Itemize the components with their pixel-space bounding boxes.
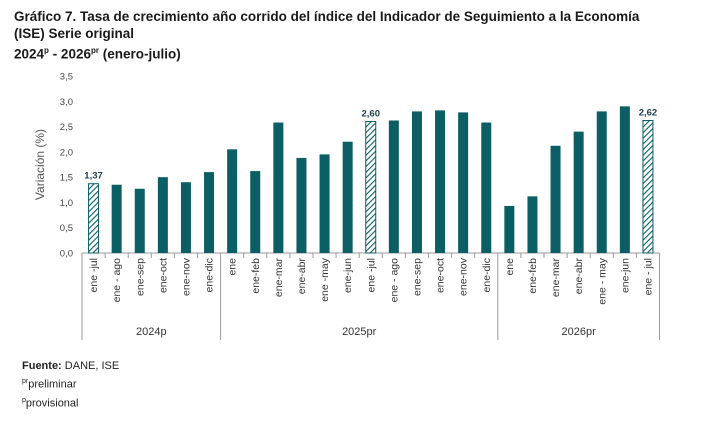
y-tick-label: 1,0: [60, 198, 73, 209]
source-notes: Fuente: DANE, ISE prpreliminar pprovisio…: [22, 358, 119, 411]
x-tick-label: ene-sep: [134, 258, 146, 296]
y-tick-label: 0,0: [60, 249, 73, 260]
group-label: 2024p: [136, 326, 167, 338]
bar: [342, 141, 353, 253]
data-label: 2,60: [362, 109, 381, 120]
note-provisional: pprovisional: [22, 396, 79, 410]
group-label: 2026pr: [562, 326, 597, 338]
x-tick-label: ene -jul: [365, 258, 377, 292]
bar-highlighted: [642, 120, 654, 254]
data-label: 2,62: [639, 108, 658, 119]
title-line-3: 2024p - 2026pr (enero-julio): [14, 46, 181, 62]
x-tick-label: ene-feb: [250, 258, 262, 294]
x-tick-label: ene -jul: [88, 258, 100, 292]
x-tick-label: ene - may: [596, 257, 608, 304]
x-tick-label: ene-mar: [550, 258, 562, 298]
x-tick-label: ene - jul: [642, 258, 654, 295]
bar-highlighted: [88, 183, 100, 254]
y-tick-label: 2,5: [60, 122, 73, 133]
y-tick-label: 3,0: [60, 97, 73, 108]
x-tick-label: ene-mar: [273, 258, 285, 298]
y-tick-label: 3,5: [60, 72, 73, 83]
chart-title: Gráfico 7. Tasa de crecimiento año corri…: [14, 8, 704, 63]
bar: [550, 145, 561, 253]
bar-highlighted: [365, 121, 377, 254]
bar: [111, 184, 122, 253]
y-tick-label: 1,5: [60, 173, 73, 184]
bar: [157, 177, 168, 253]
y-tick-label: 0,5: [60, 223, 73, 234]
data-label: 1,37: [84, 171, 103, 182]
bar: [134, 188, 145, 253]
x-tick-label: ene-oct: [157, 258, 169, 293]
title-line-1: Gráfico 7. Tasa de crecimiento año corri…: [14, 9, 640, 24]
x-tick-label: ene - ago: [111, 258, 123, 303]
x-tick-label: ene -may: [319, 257, 331, 302]
bar: [435, 110, 446, 253]
bar: [458, 112, 469, 253]
bar: [481, 122, 492, 253]
x-tick-label: ene-sep: [411, 258, 423, 296]
x-tick-label: ene-abr: [573, 258, 585, 295]
bar: [273, 122, 284, 253]
bar: [319, 154, 330, 253]
x-tick-label: ene-jun: [342, 258, 354, 293]
bar: [596, 111, 607, 254]
y-axis-label: Variación (%): [33, 129, 47, 200]
bar: [180, 182, 191, 253]
bar: [527, 196, 538, 253]
title-line-2: (ISE) Serie original: [14, 26, 135, 41]
y-tick-label: 2,0: [60, 147, 73, 158]
x-tick-label: ene-oct: [435, 258, 447, 293]
x-tick-label: ene-nov: [180, 257, 192, 296]
x-tick-label: ene: [504, 258, 516, 276]
bar: [296, 157, 307, 253]
x-tick-label: ene-dic: [204, 258, 216, 292]
x-tick-label: ene-feb: [527, 258, 539, 294]
bar: [573, 131, 584, 253]
group-label: 2025pr: [342, 326, 377, 338]
x-tick-label: ene-jun: [619, 258, 631, 293]
bar: [411, 111, 422, 254]
bar: [504, 205, 515, 253]
bar: [619, 106, 630, 253]
bar: [388, 120, 399, 253]
x-tick-label: ene-dic: [481, 258, 493, 292]
x-tick-label: ene: [227, 258, 239, 276]
x-tick-label: ene-abr: [296, 258, 308, 295]
x-tick-label: ene - ago: [388, 258, 400, 303]
source-line: Fuente: DANE, ISE: [22, 360, 120, 372]
note-preliminar: prpreliminar: [22, 378, 77, 391]
bar: [250, 171, 261, 253]
x-tick-label: ene-nov: [458, 257, 470, 296]
bar: [204, 172, 215, 253]
bar: [227, 149, 238, 253]
